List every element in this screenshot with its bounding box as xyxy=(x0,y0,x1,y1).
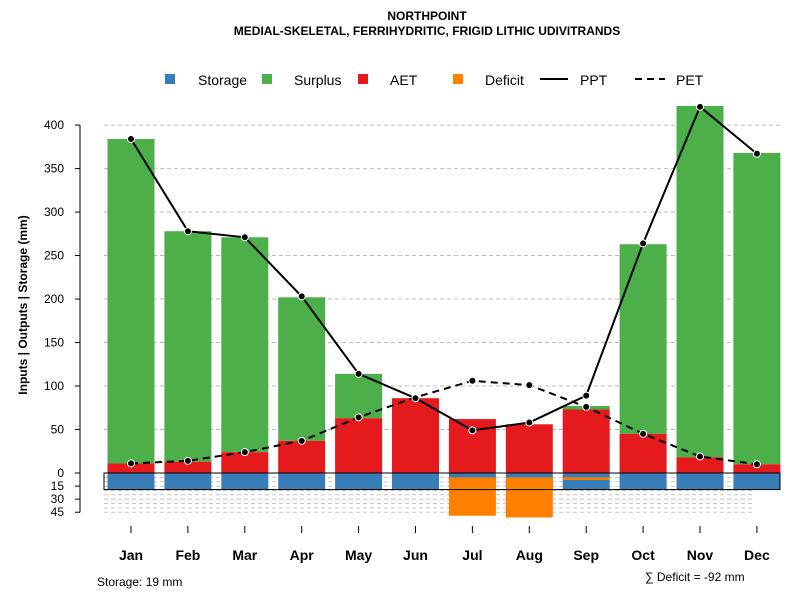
aet-bar xyxy=(619,433,667,473)
legend-storage-swatch xyxy=(165,74,175,84)
ppt-point xyxy=(183,227,192,236)
surplus-bar xyxy=(733,152,781,465)
y-tick-label: 300 xyxy=(44,205,64,219)
pet-point xyxy=(468,376,477,385)
y-tick-label: 50 xyxy=(51,423,65,437)
aet-bar xyxy=(164,461,212,473)
x-tick-label: Sep xyxy=(573,547,599,563)
legend-ppt-label: PPT xyxy=(580,72,608,88)
ppt-point xyxy=(525,418,534,427)
aet-bar xyxy=(676,457,724,473)
deficit-note: ∑ Deficit = -92 mm xyxy=(645,570,745,584)
aet-bar xyxy=(278,440,326,473)
pet-point xyxy=(354,413,363,422)
y-tick-label: 15 xyxy=(51,479,65,493)
y-tick-label: 200 xyxy=(44,292,64,306)
surplus-bar xyxy=(107,138,155,464)
ppt-point xyxy=(582,391,591,400)
storage-bar xyxy=(733,473,781,490)
y-tick-label: 350 xyxy=(44,162,64,176)
surplus-bar xyxy=(164,231,212,462)
legend-surplus-label: Surplus xyxy=(294,72,341,88)
y-tick-label: 150 xyxy=(44,336,64,350)
aet-bar xyxy=(505,424,553,473)
storage-bar xyxy=(278,473,326,490)
x-tick-label: Nov xyxy=(687,547,714,563)
ppt-point xyxy=(696,102,704,111)
x-tick-label: May xyxy=(345,547,372,563)
deficit-bar xyxy=(562,477,610,480)
aet-bar xyxy=(733,464,781,473)
x-tick-label: Apr xyxy=(290,547,315,563)
aet-bar xyxy=(107,463,155,473)
y-tick-label: 100 xyxy=(44,379,64,393)
pet-point xyxy=(127,459,135,468)
aet-bar xyxy=(221,452,269,473)
ppt-line xyxy=(130,105,758,432)
pet-line xyxy=(130,379,758,466)
ppt-point xyxy=(127,134,135,143)
y-tick-label: 45 xyxy=(51,505,65,519)
deficit-bar xyxy=(448,477,496,516)
y-tick-label: 30 xyxy=(51,492,65,506)
y-tick-label: 400 xyxy=(44,118,64,132)
pet-point xyxy=(240,448,249,457)
surplus-bar xyxy=(676,105,724,458)
ppt-point xyxy=(354,369,363,378)
storage-bar xyxy=(562,473,610,490)
legend-deficit-swatch xyxy=(453,74,463,84)
surplus-bar xyxy=(619,244,667,434)
ppt-point xyxy=(639,239,648,248)
storage-bar xyxy=(164,473,212,490)
surplus-bar xyxy=(278,297,326,441)
legend: Storage Surplus AET Deficit PPT PET xyxy=(165,72,704,88)
x-tick-label: Dec xyxy=(744,547,770,563)
pet-point xyxy=(297,436,306,445)
storage-bar xyxy=(392,473,439,490)
aet-bar xyxy=(562,409,610,473)
pet-point xyxy=(582,402,591,411)
y-axis-label: Inputs | Outputs | Storage (mm) xyxy=(16,215,30,394)
ppt-point xyxy=(240,233,249,242)
storage-bar xyxy=(107,473,155,490)
ppt-point xyxy=(411,394,420,403)
ppt-point xyxy=(752,149,761,158)
x-tick-label: Aug xyxy=(516,547,543,563)
storage-bar xyxy=(221,473,269,490)
pet-point xyxy=(183,456,192,465)
pet-point xyxy=(639,429,648,438)
legend-surplus-swatch xyxy=(262,74,272,84)
x-tick-label: Oct xyxy=(631,547,655,563)
storage-bar xyxy=(676,473,724,490)
y-tick-label: 250 xyxy=(44,249,64,263)
ppt-point xyxy=(297,292,306,301)
legend-deficit-label: Deficit xyxy=(485,72,524,88)
deficit-bar xyxy=(505,477,553,518)
chart-subtitle: MEDIAL-SKELETAL, FERRIHYDRITIC, FRIGID L… xyxy=(234,24,620,38)
legend-storage-label: Storage xyxy=(198,72,247,88)
pet-point xyxy=(752,460,761,469)
legend-pet-label: PET xyxy=(676,72,704,88)
x-tick-label: Mar xyxy=(232,547,257,563)
x-tick-label: Jun xyxy=(403,547,428,563)
aet-bar xyxy=(392,398,439,473)
pet-point xyxy=(696,452,704,461)
pet-point xyxy=(525,381,534,390)
storage-bar xyxy=(619,473,667,490)
aet-bar xyxy=(335,418,383,473)
legend-aet-swatch xyxy=(358,74,368,84)
storage-bar xyxy=(335,473,383,490)
storage-note: Storage: 19 mm xyxy=(97,575,183,589)
chart-title: NORTHPOINT xyxy=(387,9,467,23)
x-tick-label: Jan xyxy=(119,547,143,563)
y-tick-label: 0 xyxy=(57,466,64,480)
x-tick-label: Feb xyxy=(175,547,200,563)
ppt-point xyxy=(468,426,477,435)
legend-aet-label: AET xyxy=(390,72,418,88)
surplus-bar xyxy=(221,237,269,453)
x-tick-label: Jul xyxy=(462,547,482,563)
